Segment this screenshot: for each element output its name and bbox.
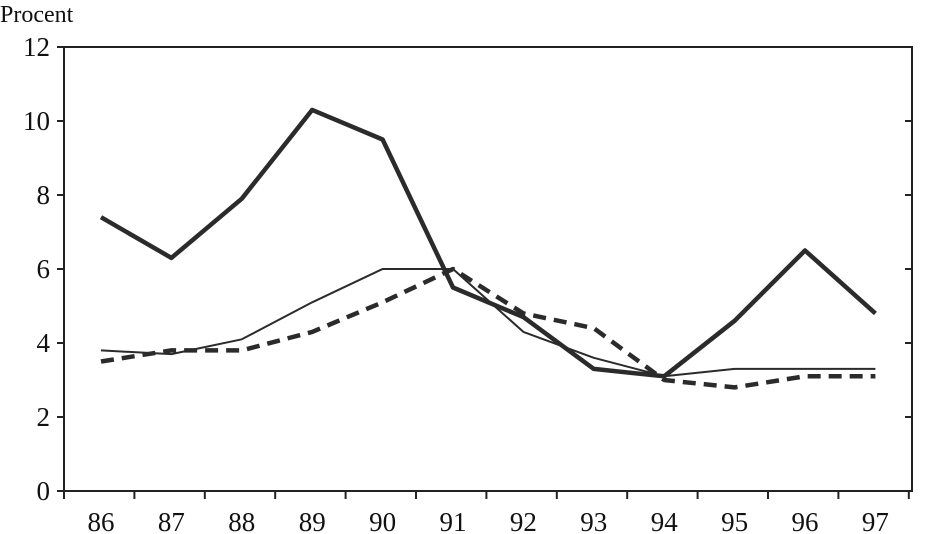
series-line-dashed [100,266,876,390]
y-tick-label: 8 [37,180,51,210]
x-tick-label: 95 [721,507,748,534]
x-tick-label: 89 [299,507,326,534]
x-tick-label: 97 [862,507,889,534]
x-tick-label: 93 [580,507,607,534]
x-tick-label: 91 [440,507,467,534]
y-axis: 0 2 4 6 8 10 12 [23,32,912,506]
x-tick-label: 90 [369,507,396,534]
x-tick-label: 96 [792,507,819,534]
y-tick-label: 10 [23,106,50,136]
y-tick-label: 12 [23,32,50,62]
y-tick-label: 4 [37,328,51,358]
series-line-thick-solid [99,107,877,379]
x-tick-label: 87 [158,507,185,534]
y-tick-label: 6 [37,254,51,284]
x-tick-label: 86 [88,507,115,534]
x-tick-label: 94 [651,507,679,534]
series-layer [99,107,877,390]
y-tick-label: 0 [37,476,51,506]
y-tick-label: 2 [37,402,51,432]
series-line-thin-solid [100,268,876,378]
x-tick-label: 92 [510,507,537,534]
x-axis: 86 87 88 89 90 91 92 93 94 95 96 97 [63,491,910,534]
y-axis-unit-label: Procent [0,2,74,28]
x-tick-label: 88 [228,507,255,534]
